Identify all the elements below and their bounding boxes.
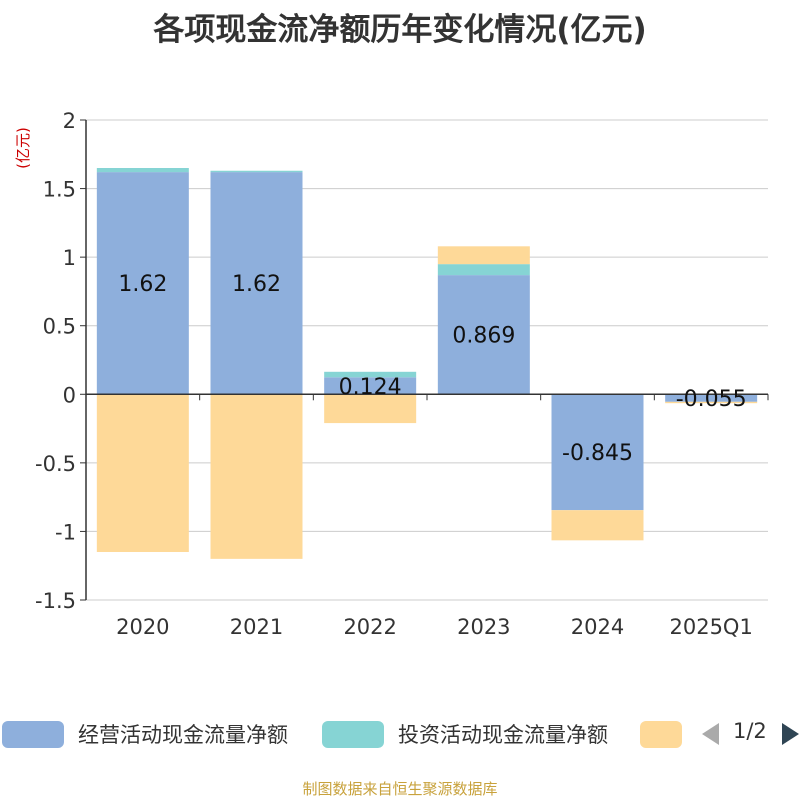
bar-financing	[324, 394, 417, 424]
source-note: 制图数据来自恒生聚源数据库	[302, 780, 498, 798]
bar-operating	[96, 172, 189, 395]
bar-operating	[665, 394, 758, 402]
bar-investing	[210, 170, 303, 173]
legend-swatch-investing	[322, 720, 384, 748]
legend: 经营活动现金流量净额 投资活动现金流量净额	[0, 714, 800, 754]
bar-financing	[551, 510, 644, 541]
data-label: 0.124	[339, 375, 402, 400]
y-tick-label: 1	[63, 246, 76, 270]
bar-operating	[551, 394, 644, 511]
legend-item-financing[interactable]	[640, 714, 682, 754]
legend-label-operating: 经营活动现金流量净额	[78, 723, 288, 747]
chart-canvas: 2 1.5 1 0.5 0 -0.5 -1 -1.5 (亿元) 2020 2021 2022 2023 2…	[14, 109, 769, 639]
legend-next-page-icon[interactable]	[782, 723, 799, 745]
legend-item-operating[interactable]: 经营活动现金流量净额	[2, 714, 288, 754]
data-label: 1.62	[118, 272, 167, 297]
legend-item-investing[interactable]: 投资活动现金流量净额	[322, 714, 608, 754]
bar-investing	[437, 264, 530, 276]
label-layer: 1.62 1.62 0.124 0.869 -0.845 -0.055	[118, 272, 746, 466]
x-tick-label: 2025Q1	[669, 615, 752, 639]
bar-layer	[96, 168, 758, 559]
data-label: 0.869	[452, 324, 515, 349]
y-tick-label: -1	[55, 520, 76, 544]
data-label: -0.845	[562, 441, 633, 466]
bar-financing	[665, 401, 758, 404]
x-tick-label: 2022	[343, 615, 396, 639]
x-tick-label: 2020	[116, 615, 169, 639]
bar-financing	[210, 394, 303, 559]
bar-financing	[437, 246, 530, 265]
axis-layer: 2 1.5 1 0.5 0 -0.5 -1 -1.5 (亿元) 2020 2021 2022 2023 2…	[14, 109, 769, 639]
y-tick-label: -1.5	[35, 589, 76, 613]
y-tick-label: 1.5	[43, 178, 76, 202]
legend-pager: 1/2	[700, 714, 800, 754]
bar-investing	[324, 371, 417, 378]
x-tick-label: 2021	[230, 615, 283, 639]
bar-investing	[96, 168, 189, 173]
chart-title: 各项现金流净额历年变化情况(亿元)	[153, 12, 647, 48]
legend-swatch-financing	[640, 720, 682, 748]
data-label: 1.62	[232, 272, 281, 297]
y-tick-label: 0	[63, 383, 76, 407]
y-tick-label: -0.5	[35, 452, 76, 476]
y-axis-unit-label: (亿元)	[14, 127, 32, 169]
legend-prev-page-icon[interactable]	[702, 723, 719, 745]
legend-page-indicator: 1/2	[733, 719, 767, 743]
bar-financing	[96, 394, 189, 552]
bar-operating	[437, 275, 530, 395]
bar-operating	[324, 377, 417, 395]
grid-layer	[86, 119, 768, 601]
x-tick-label: 2023	[457, 615, 510, 639]
y-tick-label: 2	[63, 109, 76, 133]
legend-label-investing: 投资活动现金流量净额	[398, 723, 608, 747]
data-label: -0.055	[676, 387, 747, 412]
x-tick-label: 2024	[571, 615, 624, 639]
legend-swatch-operating	[2, 720, 64, 748]
bar-operating	[210, 172, 303, 395]
y-tick-label: 0.5	[43, 315, 76, 339]
